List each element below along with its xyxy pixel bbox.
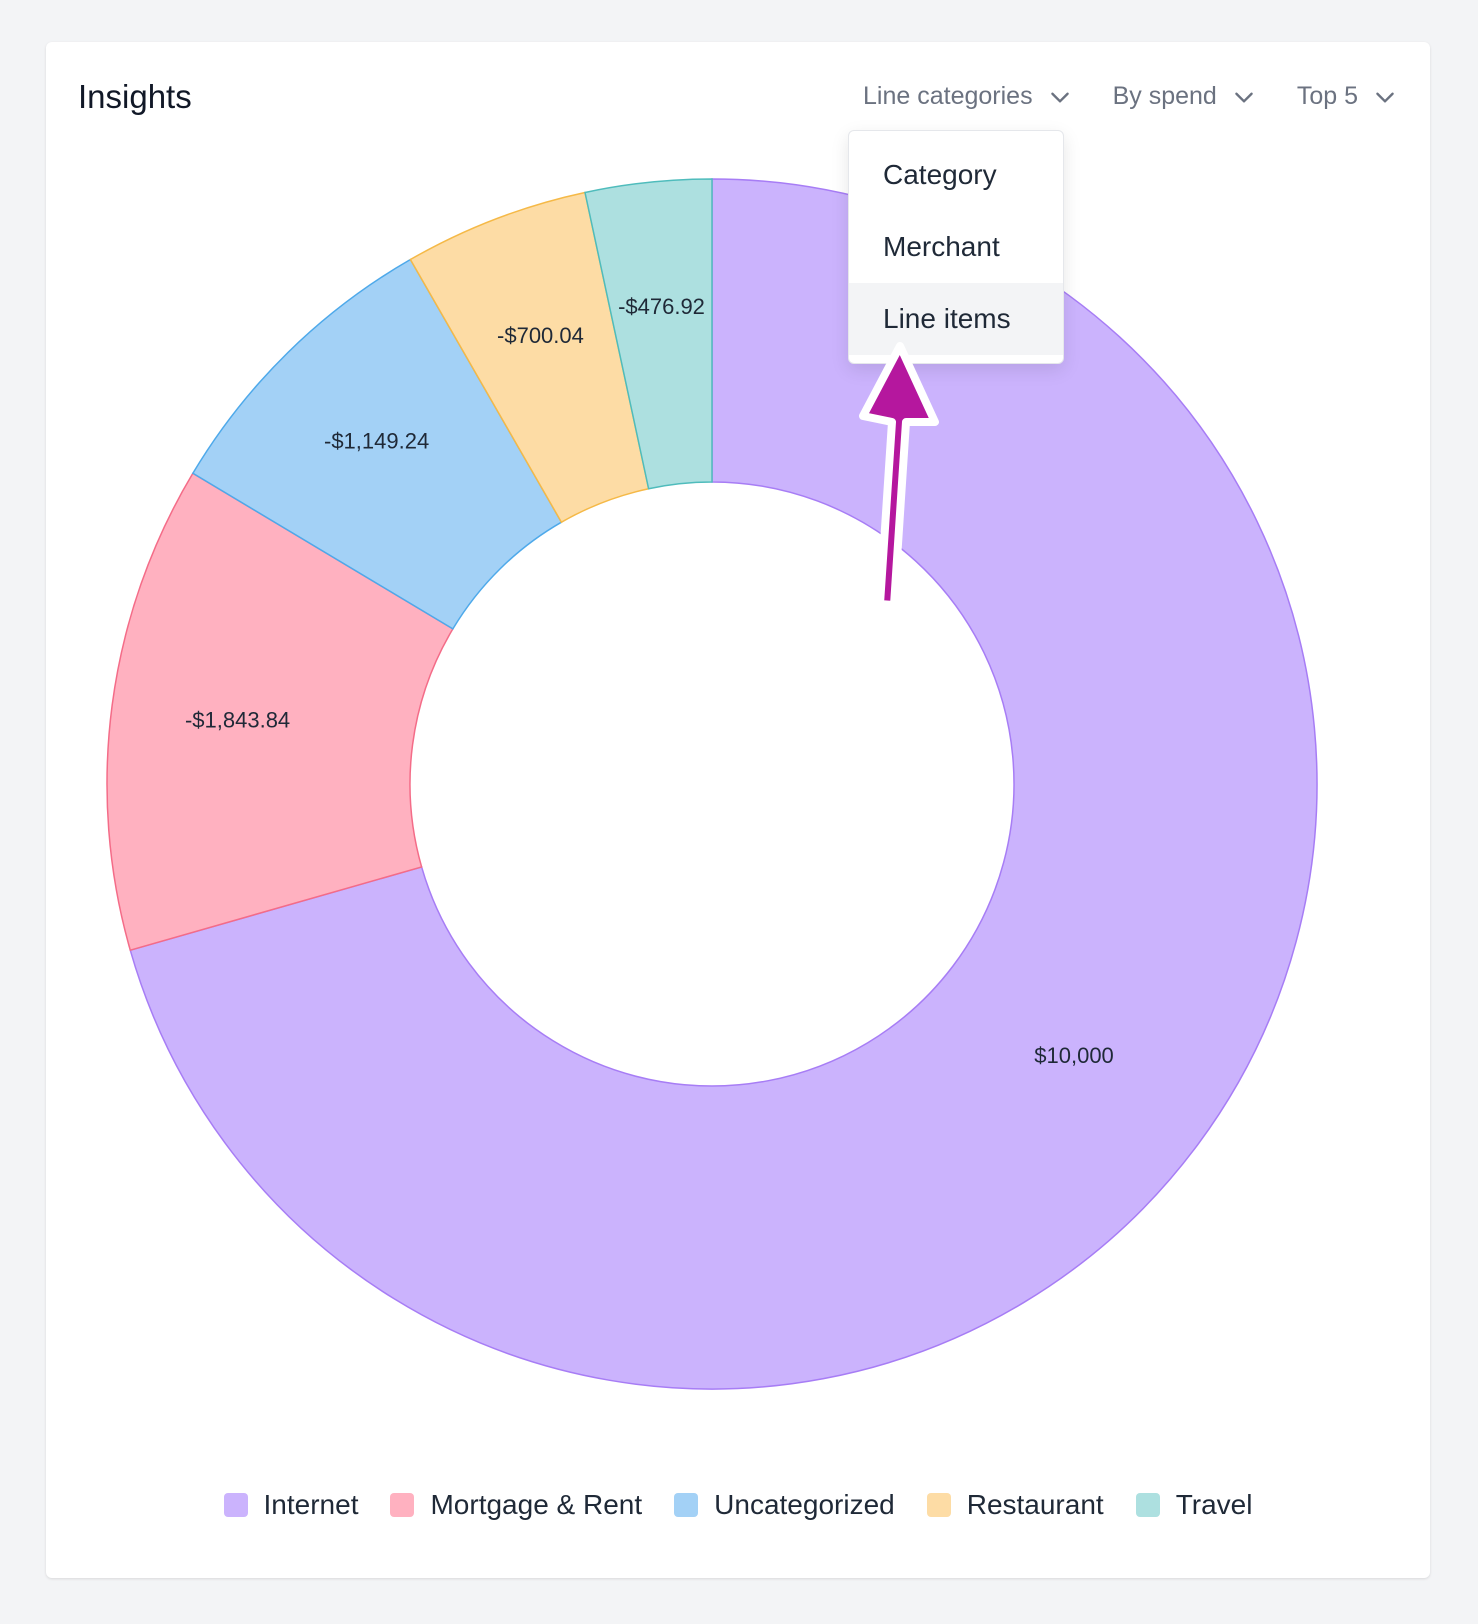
top-n-select[interactable]: Top 5 — [1297, 82, 1398, 111]
slice-value-label: -$1,149.24 — [324, 429, 429, 454]
slice-value-label: -$476.92 — [618, 294, 705, 319]
card-title: Insights — [78, 78, 192, 115]
top-n-label: Top 5 — [1296, 82, 1358, 110]
line-categories-label: Line categories — [863, 82, 1033, 110]
legend-label: Restaurant — [966, 1489, 1104, 1520]
line-categories-select[interactable]: Line categories — [863, 82, 1073, 111]
legend-item[interactable]: Travel — [1135, 1489, 1253, 1521]
slice-value-label: $10,000 — [1034, 1043, 1114, 1068]
legend-label: Travel — [1175, 1489, 1253, 1520]
dropdown-option-line-items[interactable]: Line items — [849, 283, 1063, 355]
donut-slice-uncategorized[interactable] — [191, 258, 563, 630]
legend-item[interactable]: Uncategorized — [674, 1489, 895, 1521]
legend-label: Mortgage & Rent — [430, 1489, 643, 1520]
chart-controls: Line categories By spend Top 5 — [863, 82, 1398, 111]
chevron-down-icon — [1050, 92, 1069, 103]
slice-value-label: -$700.04 — [497, 323, 584, 348]
legend-swatch — [390, 1493, 415, 1517]
chevron-down-icon — [1376, 92, 1394, 103]
legend-label: Internet — [263, 1489, 359, 1520]
dropdown-option-category[interactable]: Category — [883, 159, 997, 190]
slice-value-label: -$1,843.84 — [185, 708, 290, 733]
legend-item[interactable]: Restaurant — [926, 1489, 1104, 1521]
by-spend-label: By spend — [1112, 82, 1217, 110]
donut-slice-internet[interactable] — [129, 178, 1318, 1390]
legend-item[interactable]: Mortgage & Rent — [390, 1489, 642, 1521]
legend-swatch — [674, 1493, 699, 1517]
chevron-down-icon — [1235, 92, 1253, 103]
dropdown-option-merchant[interactable]: Merchant — [883, 231, 1000, 262]
insights-card: Insights Line categories By spend Top 5 … — [46, 42, 1430, 1578]
legend-swatch — [926, 1493, 951, 1517]
donut-slice-travel[interactable] — [584, 178, 713, 490]
line-categories-dropdown: Category Merchant Line items — [848, 130, 1064, 364]
legend-label: Uncategorized — [714, 1489, 895, 1520]
legend-swatch — [223, 1493, 248, 1517]
legend-item[interactable]: Internet — [223, 1489, 359, 1521]
by-spend-select[interactable]: By spend — [1113, 82, 1257, 111]
chart-legend: Internet Mortgage & Rent Uncategorized R… — [46, 1489, 1430, 1521]
legend-swatch — [1135, 1493, 1160, 1517]
donut-slice-mortgage-rent[interactable] — [106, 472, 454, 952]
donut-chart: $10,000 -$1,843.84 -$1,149.24 -$700.04 -$476… — [106, 178, 1318, 1390]
